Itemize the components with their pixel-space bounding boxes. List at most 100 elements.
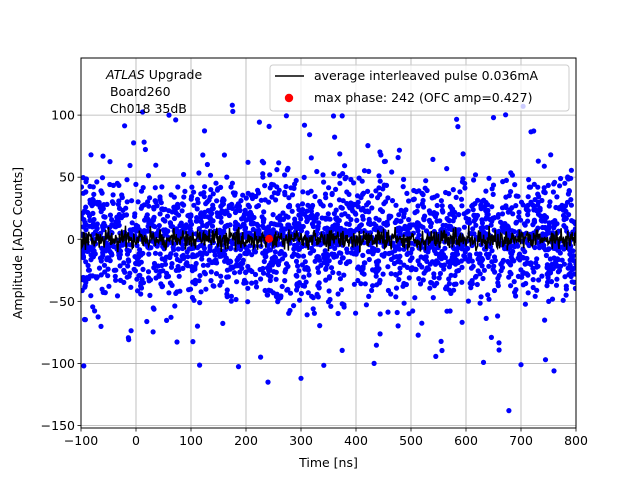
y-tick-label: −150 bbox=[41, 418, 75, 433]
sample-point bbox=[333, 186, 339, 192]
sample-point bbox=[354, 217, 360, 223]
sample-point bbox=[408, 222, 414, 228]
sample-point bbox=[326, 274, 333, 280]
sample-point bbox=[508, 262, 514, 268]
sample-point bbox=[138, 291, 144, 297]
sample-point bbox=[296, 268, 302, 274]
sample-point bbox=[569, 279, 575, 285]
sample-point bbox=[287, 290, 294, 296]
sample-point bbox=[346, 191, 352, 197]
sample-point bbox=[82, 284, 88, 290]
sample-point bbox=[220, 320, 226, 326]
sample-point bbox=[561, 261, 568, 267]
sample-point bbox=[124, 177, 130, 183]
legend-box bbox=[269, 64, 570, 112]
sample-point bbox=[218, 273, 224, 279]
sample-point bbox=[406, 198, 412, 204]
sample-point bbox=[262, 287, 268, 294]
sample-point bbox=[86, 275, 92, 282]
sample-point bbox=[544, 262, 551, 268]
sample-point bbox=[295, 203, 301, 209]
sample-point bbox=[316, 280, 322, 286]
sample-point bbox=[310, 295, 316, 301]
sample-point bbox=[495, 212, 502, 218]
sample-point bbox=[441, 266, 447, 272]
sample-point bbox=[420, 277, 426, 283]
sample-point bbox=[81, 214, 84, 220]
annotation-line-3: Ch018 35dB bbox=[106, 101, 187, 116]
sample-point bbox=[566, 212, 572, 218]
sample-point bbox=[100, 153, 106, 159]
sample-point bbox=[490, 115, 497, 121]
sample-point bbox=[377, 331, 383, 337]
sample-point bbox=[409, 246, 415, 252]
data-layer bbox=[81, 102, 576, 414]
sample-point bbox=[545, 182, 551, 188]
sample-point bbox=[352, 210, 358, 216]
sample-point bbox=[496, 340, 502, 346]
sample-point bbox=[465, 298, 471, 304]
y-tick-label: −50 bbox=[49, 294, 75, 309]
sample-point bbox=[541, 163, 547, 169]
sample-point bbox=[459, 319, 465, 325]
sample-point bbox=[269, 262, 275, 268]
sample-point bbox=[146, 251, 152, 257]
sample-point bbox=[289, 192, 296, 198]
sample-point bbox=[406, 217, 412, 223]
sample-point bbox=[495, 280, 501, 286]
sample-point bbox=[388, 291, 394, 297]
sample-point bbox=[262, 197, 268, 203]
sample-point bbox=[333, 215, 339, 222]
sample-point bbox=[113, 277, 119, 283]
sample-point bbox=[428, 223, 434, 230]
sample-point bbox=[301, 122, 308, 128]
sample-point bbox=[486, 263, 492, 269]
sample-point bbox=[327, 202, 333, 208]
sample-point bbox=[434, 202, 440, 209]
sample-point bbox=[532, 244, 538, 251]
sample-point bbox=[351, 281, 357, 287]
sample-point bbox=[554, 194, 560, 200]
sample-point bbox=[269, 194, 275, 200]
sample-point bbox=[442, 245, 448, 251]
sample-point bbox=[385, 309, 391, 315]
sample-point bbox=[415, 258, 421, 264]
legend: average interleaved pulse 0.036mA max ph… bbox=[269, 64, 570, 112]
sample-point bbox=[123, 205, 129, 211]
sample-point bbox=[138, 285, 145, 291]
sample-point bbox=[197, 273, 203, 279]
sample-point bbox=[323, 265, 329, 271]
sample-point bbox=[560, 212, 567, 219]
sample-point bbox=[140, 266, 146, 272]
sample-point bbox=[201, 194, 207, 200]
sample-point bbox=[265, 379, 271, 385]
sample-point bbox=[132, 226, 139, 232]
sample-point bbox=[511, 279, 517, 285]
sample-point bbox=[260, 223, 266, 229]
sample-point bbox=[164, 317, 170, 323]
sample-point bbox=[573, 261, 576, 267]
sample-point bbox=[344, 249, 350, 255]
sample-point bbox=[298, 223, 304, 229]
sample-point bbox=[369, 193, 375, 199]
sample-point bbox=[513, 203, 519, 209]
sample-point bbox=[177, 288, 183, 294]
sample-point bbox=[299, 201, 306, 207]
sample-point bbox=[198, 219, 204, 225]
sample-point bbox=[126, 337, 132, 343]
sample-point bbox=[175, 184, 181, 190]
sample-point bbox=[132, 254, 138, 260]
sample-point bbox=[339, 255, 345, 261]
sample-point bbox=[298, 375, 304, 381]
sample-point bbox=[492, 269, 498, 275]
sample-point bbox=[483, 315, 489, 321]
sample-point bbox=[363, 302, 369, 308]
sample-point bbox=[412, 210, 418, 216]
sample-point bbox=[311, 248, 317, 254]
sample-point bbox=[520, 270, 527, 276]
sample-point bbox=[436, 254, 443, 260]
sample-point bbox=[525, 212, 531, 218]
sample-point bbox=[473, 222, 479, 228]
sample-point bbox=[431, 283, 438, 289]
sample-point bbox=[422, 254, 428, 260]
